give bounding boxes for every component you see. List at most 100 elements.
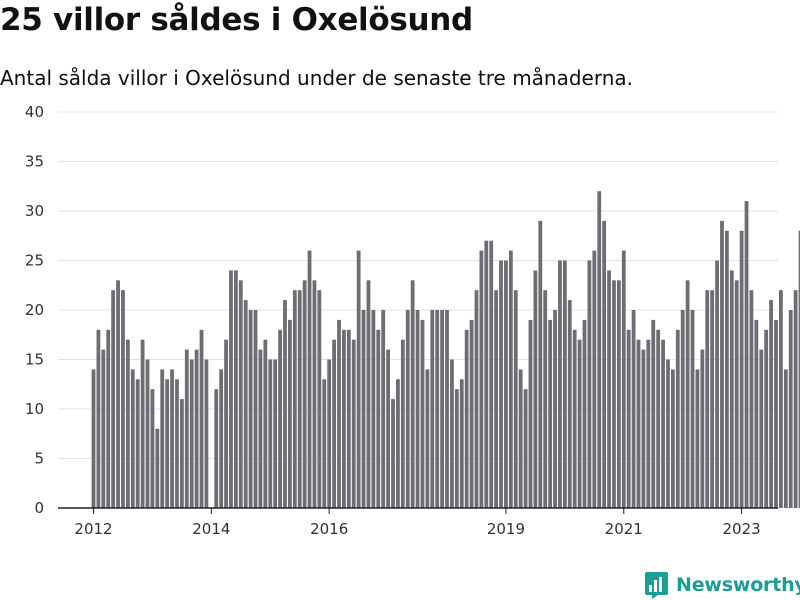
bar [661,339,665,508]
bar [386,349,390,508]
bar [479,250,484,508]
bar [567,300,572,508]
bar [400,339,405,508]
bar [165,379,170,508]
bar [415,310,420,508]
y-tick-label: 35 [25,153,44,171]
bar [754,319,759,508]
bar [204,359,209,508]
bar [558,260,562,508]
bar [700,349,705,508]
bar [690,310,695,508]
bar [391,399,395,508]
bar [160,369,165,508]
bar [783,369,788,508]
bar [715,260,719,508]
bar [135,379,140,508]
bar [651,319,656,508]
bar [101,349,106,508]
chart-title: 25 villor såldes i Oxelösund [0,2,473,38]
bar [396,379,400,508]
bar [116,280,120,508]
bar [322,379,327,508]
bar [528,319,533,508]
bar [214,389,219,508]
bar [513,290,518,508]
bar [533,270,538,508]
x-tick-label: 2019 [487,520,525,538]
bar [224,339,228,508]
bar [189,359,194,508]
bar [420,319,425,508]
bar [587,260,592,508]
bar [523,389,528,508]
bar [170,369,174,508]
bar [381,310,386,508]
bar [656,329,661,508]
bar [484,240,489,508]
bar [459,379,464,508]
bar [199,329,204,508]
bar [621,250,626,508]
bar [670,369,675,508]
bar [724,230,729,509]
bar [302,280,307,508]
bar [121,290,125,508]
x-tick-label: 2023 [723,520,761,538]
bar [376,329,381,508]
bar [366,280,371,508]
bar [543,290,548,508]
bar [749,290,754,508]
bar [739,230,744,509]
bar [744,201,749,508]
bar [268,359,273,508]
bar [779,290,783,508]
bar [435,310,440,508]
bar [612,280,616,508]
bar [96,329,101,508]
bar [592,250,597,508]
bar [219,369,224,508]
bar [720,220,724,508]
bar [258,349,263,508]
bar [317,290,322,508]
axes: 0 5 10 15 20 25 30 35 40 2012 2014 2016 2019 2021 2023… [25,103,778,538]
bar [356,250,361,508]
bar [91,369,96,508]
y-tick-label: 0 [34,499,44,517]
bar [405,310,410,508]
bar [695,369,700,508]
bar [327,359,332,508]
bar [680,310,685,508]
bar [626,329,631,508]
bar [145,359,150,508]
bar [243,300,248,508]
bar [675,329,680,508]
bar [155,428,160,508]
bar [759,349,764,508]
bar [371,310,376,508]
y-tick-label: 40 [25,103,44,121]
bar [793,290,798,508]
bar [553,310,557,508]
bar [562,260,567,508]
bar [238,280,243,508]
bar [450,359,454,508]
bar [538,220,543,508]
bar [788,310,793,508]
bar [469,319,474,508]
bar [577,339,582,508]
bar [464,329,469,508]
bar [288,319,292,508]
bar [430,310,435,508]
bar [734,280,739,508]
bar [297,290,302,508]
bar [548,319,553,508]
bar [179,399,184,508]
x-tick-label: 2021 [605,520,643,538]
bar [572,329,577,508]
bar [685,280,690,508]
bar [233,270,238,508]
bar [646,339,651,508]
